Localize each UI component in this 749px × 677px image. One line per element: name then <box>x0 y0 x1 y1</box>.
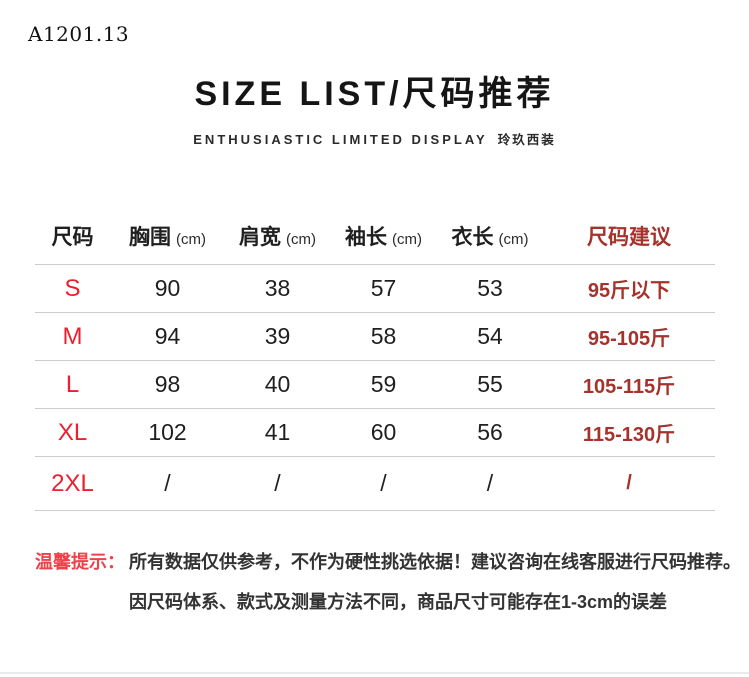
column-header-length: 衣长 (cm) <box>437 208 543 265</box>
size-chart-table: 尺码 胸围 (cm) 肩宽 (cm) 袖长 (cm) 衣长 (cm) 尺码建议 S 90… <box>35 208 715 511</box>
warm-tips-line-2: 因尺码体系、款式及测量方法不同，商品尺寸可能存在1-3cm的误差 <box>129 592 668 612</box>
cell-size: 2XL <box>35 456 110 511</box>
cell-shoulder: 41 <box>225 408 330 457</box>
header-label: 衣长 <box>451 226 494 249</box>
cell-size: XL <box>35 408 110 457</box>
table-row-xl: XL 102 41 60 56 115-130斤 <box>35 408 715 457</box>
header-unit: (cm) <box>286 231 316 248</box>
cell-size: M <box>35 312 110 361</box>
cell-shoulder: 39 <box>225 312 330 361</box>
cell-advice: / <box>543 456 715 511</box>
header-label: 肩宽 <box>239 226 281 249</box>
cell-chest: / <box>110 456 225 511</box>
page-title: SIZE LIST/尺码推荐 <box>194 75 555 113</box>
column-header-chest: 胸围 (cm) <box>110 208 225 265</box>
cell-shoulder: 40 <box>225 360 330 409</box>
product-code: A1201.13 <box>28 22 130 46</box>
header-unit: (cm) <box>392 231 422 248</box>
cell-chest: 98 <box>110 360 225 409</box>
page-header: SIZE LIST/尺码推荐 ENTHUSIASTIC LIMITED DISP… <box>0 0 749 148</box>
cell-size: S <box>35 264 110 313</box>
column-header-size: 尺码 <box>35 208 110 265</box>
warm-tips: 温馨提示： 所有数据仅供参考，不作为硬性挑选依据！建议咨询在线客服进行尺码推荐。… <box>35 542 741 622</box>
cell-chest: 102 <box>110 408 225 457</box>
cell-advice: 95-105斤 <box>543 312 715 361</box>
table-row-2xl: 2XL / / / / / <box>35 456 715 511</box>
cell-shoulder: 38 <box>225 264 330 313</box>
subtitle-chinese: 玲玖西装 <box>497 133 556 147</box>
cell-chest: 90 <box>110 264 225 313</box>
cell-sleeve: 57 <box>330 264 437 313</box>
header-unit: (cm) <box>498 231 529 248</box>
header-label: 胸围 <box>129 226 171 249</box>
column-header-advice: 尺码建议 <box>543 208 715 265</box>
header-label: 尺码 <box>51 226 94 249</box>
cell-sleeve: 59 <box>330 360 437 409</box>
cell-sleeve: 60 <box>330 408 437 457</box>
cell-shoulder: / <box>225 456 330 511</box>
page-subtitle: ENTHUSIASTIC LIMITED DISPLAY 玲玖西装 <box>0 129 749 148</box>
header-label: 尺码建议 <box>587 226 671 249</box>
bottom-edge-divider <box>0 672 749 674</box>
subtitle-english: ENTHUSIASTIC LIMITED DISPLAY <box>193 132 488 147</box>
cell-length: 56 <box>437 408 543 457</box>
cell-length: 54 <box>437 312 543 361</box>
column-header-sleeve: 袖长 (cm) <box>330 208 437 265</box>
cell-length: 55 <box>437 360 543 409</box>
table-row-m: M 94 39 58 54 95-105斤 <box>35 312 715 361</box>
header-unit: (cm) <box>176 231 206 248</box>
cell-length: / <box>437 456 543 511</box>
cell-sleeve: 58 <box>330 312 437 361</box>
warm-tips-text: 所有数据仅供参考，不作为硬性挑选依据！建议咨询在线客服进行尺码推荐。 因尺码体系… <box>129 542 741 622</box>
table-row-s: S 90 38 57 53 95斤以下 <box>35 264 715 313</box>
cell-length: 53 <box>437 264 543 313</box>
cell-sleeve: / <box>330 456 437 511</box>
table-header-row: 尺码 胸围 (cm) 肩宽 (cm) 袖长 (cm) 衣长 (cm) 尺码建议 <box>35 208 715 265</box>
cell-advice: 115-130斤 <box>543 408 715 457</box>
header-label: 袖长 <box>345 226 387 249</box>
column-header-shoulder: 肩宽 (cm) <box>225 208 330 265</box>
cell-advice: 105-115斤 <box>543 360 715 409</box>
warm-tips-line-1: 所有数据仅供参考，不作为硬性挑选依据！建议咨询在线客服进行尺码推荐。 <box>129 552 741 572</box>
warm-tips-label: 温馨提示： <box>35 552 125 572</box>
table-row-l: L 98 40 59 55 105-115斤 <box>35 360 715 409</box>
cell-advice: 95斤以下 <box>543 264 715 313</box>
cell-size: L <box>35 360 110 409</box>
cell-chest: 94 <box>110 312 225 361</box>
